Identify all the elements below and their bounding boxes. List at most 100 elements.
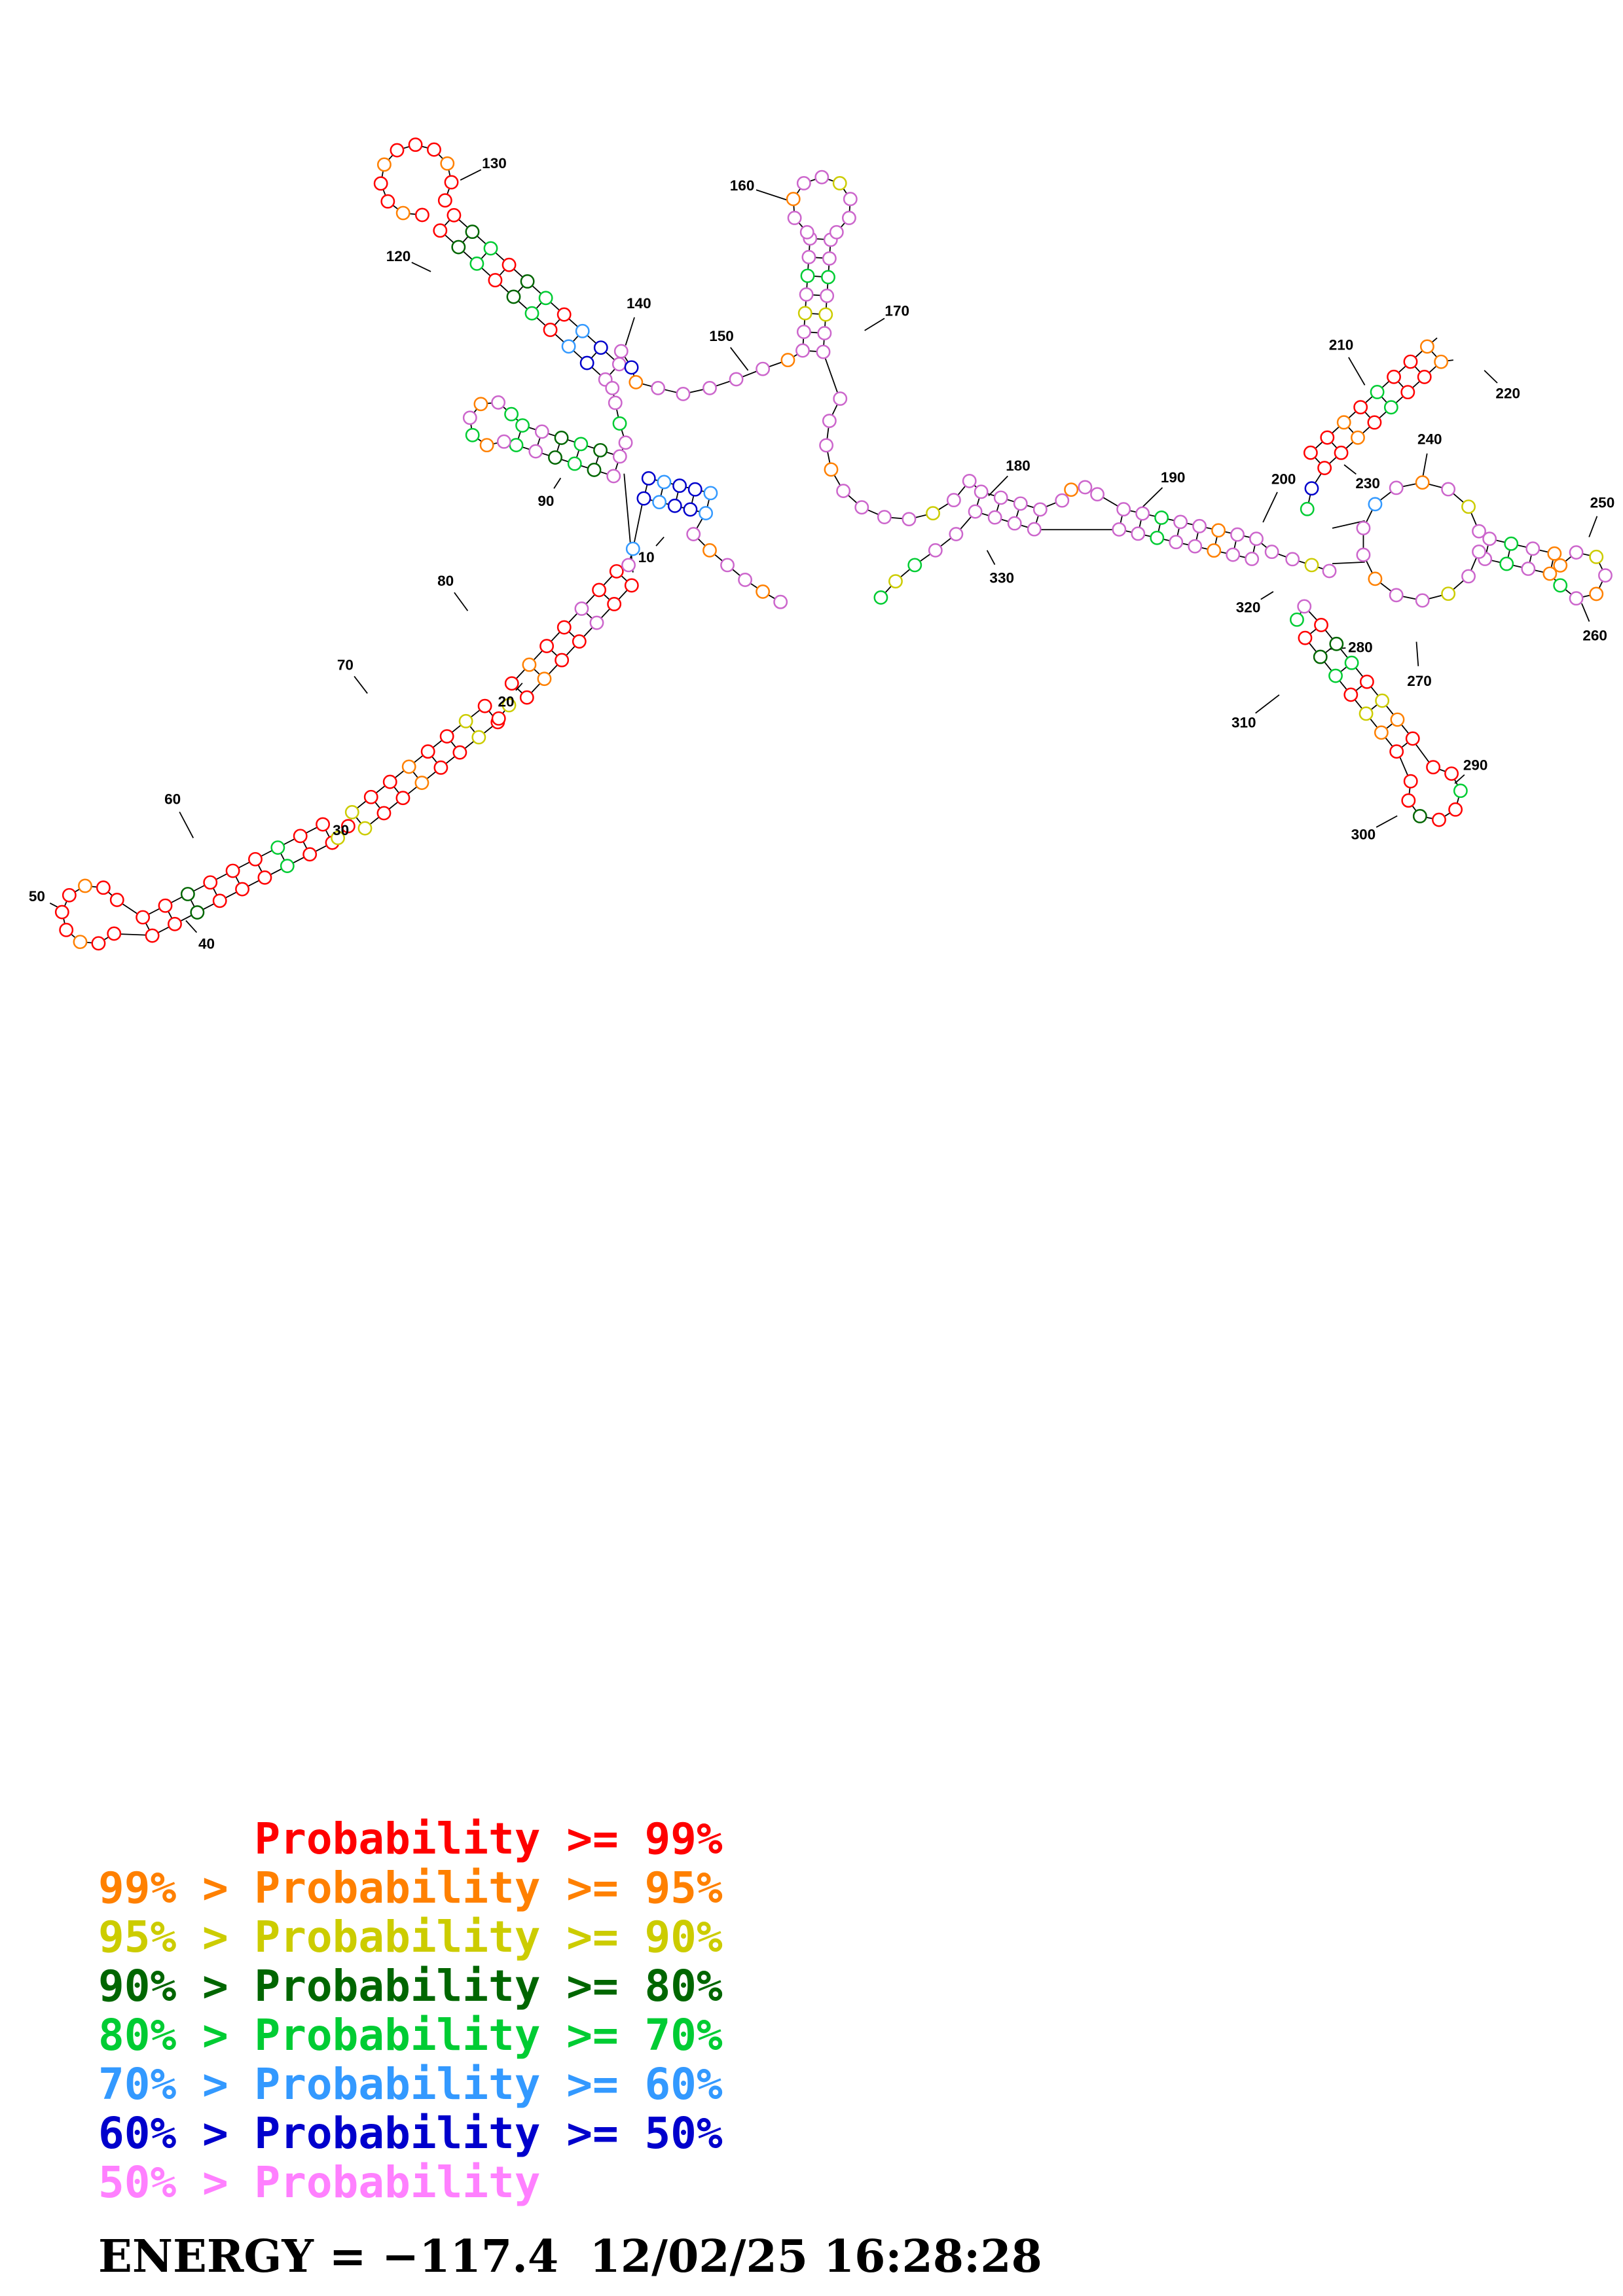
nucleotide-icon [702,543,717,558]
position-label: 180 [1006,457,1030,474]
nucleotide-icon [928,543,943,558]
nucleotide-icon [1297,599,1312,614]
nucleotide-icon [520,274,535,289]
nucleotide-icon [556,620,572,635]
nucleotide-icon [574,437,589,452]
legend-item: Probability >= 99% [98,1814,723,1864]
nucleotide-icon [1169,535,1184,550]
nucleotide-icon [592,583,607,598]
nucleotide-icon [1403,774,1418,789]
nucleotide-icon [316,817,330,832]
nucleotide-icon [465,224,480,240]
nucleotide-icon [756,361,771,376]
nucleotide-icon [686,527,701,541]
nucleotide-icon [1461,499,1476,514]
nucleotide-icon [331,831,346,846]
nucleotide-icon [1344,655,1359,670]
nucleotide-icon [524,306,539,321]
position-label: 190 [1161,469,1186,486]
nucleotide-icon [1317,461,1332,475]
nucleotide-icon [270,840,285,855]
nucleotide-icon [451,240,466,255]
nucleotide-icon [180,887,195,901]
nucleotide-icon [437,193,452,208]
nucleotide-icon [471,730,486,745]
nucleotide-icon [1547,546,1562,561]
nucleotide-icon [1359,674,1374,689]
nucleotide-icon [605,381,620,395]
nucleotide-icon [575,323,590,338]
nucleotide-icon [340,819,356,834]
nucleotide-icon [1150,530,1165,545]
nucleotide-icon [91,936,106,951]
nucleotide-icon [556,307,572,322]
nucleotide-icon [624,360,639,375]
nucleotide-icon [444,175,459,190]
nucleotide-icon [96,880,111,895]
legend-item: 95% > Probability >= 90% [98,1912,723,1962]
nucleotide-icon [683,502,698,517]
nucleotide-icon [465,427,480,442]
nucleotide-icon [822,251,837,266]
nucleotide-icon [1472,524,1486,539]
nucleotide-icon [589,615,604,630]
nucleotide-icon [796,176,811,190]
nucleotide-icon [408,137,423,152]
nucleotide-icon [1304,558,1319,573]
nucleotide-icon [1368,571,1383,586]
nucleotide-icon [1419,339,1434,354]
nucleotide-icon [1482,531,1497,547]
nucleotide-circles [54,137,1613,951]
nucleotide-icon [420,744,435,759]
nucleotide-icon [618,435,633,450]
nucleotide-icon [574,601,589,616]
nucleotide-icon [1230,527,1245,542]
nucleotide-icon [1343,687,1359,702]
nucleotide-icon [257,870,272,885]
nucleotide-icon [488,273,503,288]
nucleotide-icon [993,490,1008,505]
nucleotide-icon [672,478,687,493]
nucleotide-icon [433,760,448,775]
nucleotide-icon [109,893,124,907]
nucleotide-icon [1448,802,1463,817]
position-label: 260 [1582,627,1607,643]
nucleotide-icon [59,922,74,937]
nucleotide-icon [548,450,562,465]
nucleotide-icon [987,510,1002,525]
nucleotide-icon [587,463,602,477]
nucleotide-icon [612,416,627,431]
nucleotide-icon [579,355,594,370]
nucleotide-icon [522,657,537,672]
nucleotide-icon [738,572,753,587]
nucleotide-icon [609,564,624,579]
nucleotide-icon [814,170,830,185]
nucleotide-icon [836,484,851,498]
nucleotide-icon [390,143,405,158]
nucleotide-icon [926,506,940,521]
nucleotide-icon [1389,588,1404,603]
nucleotide-icon [168,916,182,931]
position-label: 160 [730,177,755,194]
nucleotide-icon [801,249,816,264]
nucleotide-icon [820,289,835,303]
nucleotide-icon [1334,445,1349,460]
nucleotide-icon [612,449,627,464]
nucleotide-icon [1032,502,1048,517]
nucleotide-icon [1351,430,1365,445]
nucleotide-icon [676,387,691,401]
nucleotide-icon [841,211,856,225]
nucleotide-icon [554,431,569,445]
legend-item: 80% > Probability >= 70% [98,2010,723,2060]
position-label: 300 [1351,827,1376,843]
nucleotide-icon [1390,712,1405,727]
nucleotide-icon [302,847,318,862]
nucleotide-icon [773,594,788,609]
nucleotide-icon [1249,531,1264,547]
nucleotide-icon [1314,617,1328,632]
position-label: 170 [884,303,909,319]
nucleotide-icon [902,512,917,527]
position-label: 330 [989,569,1014,586]
nucleotide-icon [821,270,835,285]
nucleotide-icon [433,223,448,238]
